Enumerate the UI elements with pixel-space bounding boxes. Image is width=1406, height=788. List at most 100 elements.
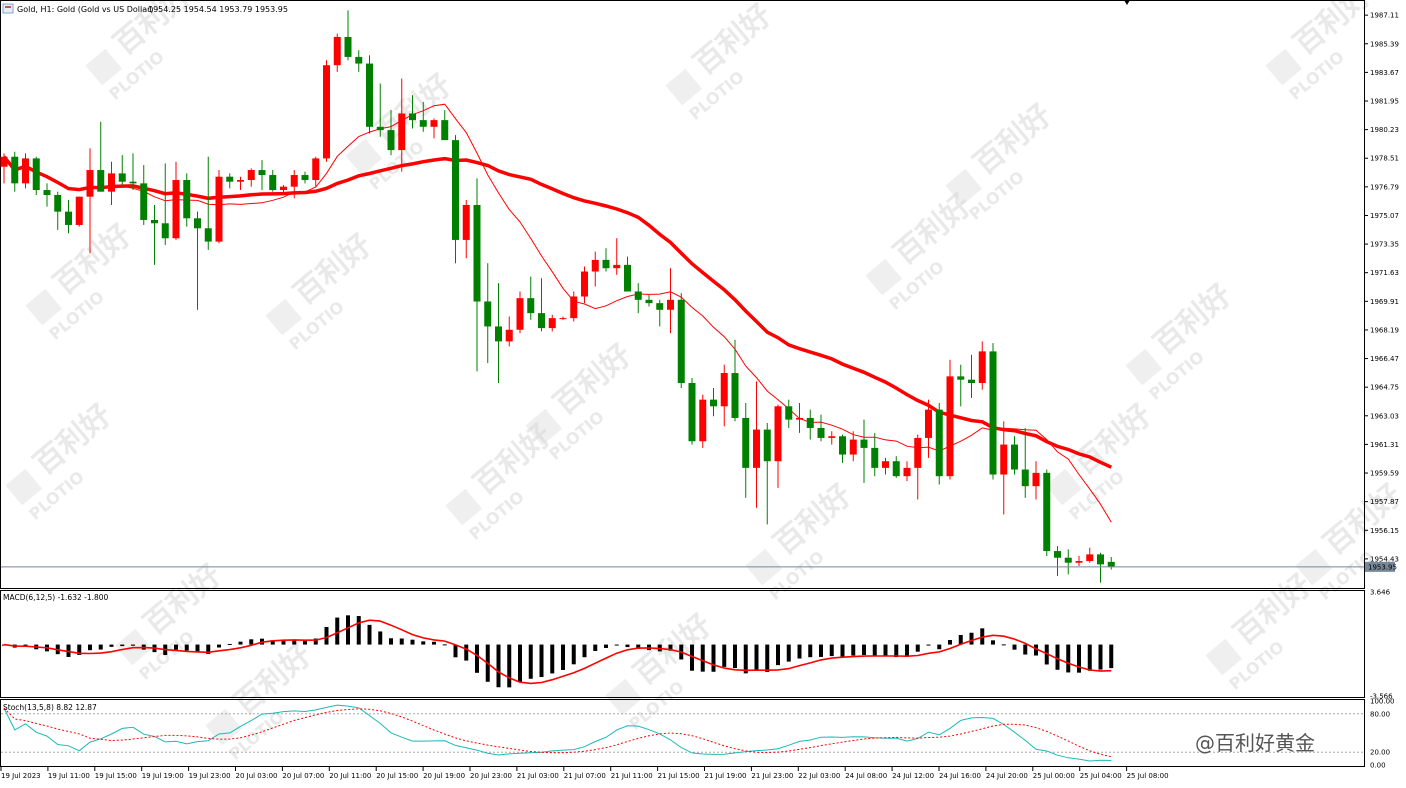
candle[interactable] [1097, 552, 1104, 583]
candle[interactable] [409, 95, 416, 129]
candle[interactable] [43, 183, 51, 207]
candle[interactable] [11, 151, 19, 192]
candle[interactable] [828, 431, 836, 445]
candle[interactable] [312, 156, 320, 187]
candle[interactable] [839, 434, 846, 463]
candle[interactable] [925, 399, 932, 458]
candle[interactable] [1086, 547, 1094, 563]
candle[interactable] [452, 135, 459, 264]
candle[interactable] [796, 402, 803, 433]
candle[interactable] [462, 199, 470, 259]
candle[interactable] [237, 176, 244, 191]
candle[interactable] [731, 339, 739, 422]
candle[interactable] [140, 165, 148, 225]
candle[interactable] [613, 238, 621, 275]
candle[interactable] [301, 171, 309, 184]
candle[interactable] [634, 283, 642, 314]
candle[interactable] [151, 204, 158, 265]
candle[interactable] [441, 110, 449, 141]
candle[interactable] [677, 293, 685, 389]
candle[interactable] [548, 314, 556, 332]
candle[interactable] [430, 118, 438, 139]
candle[interactable] [699, 394, 707, 448]
candle[interactable] [204, 156, 212, 250]
candle[interactable] [1000, 421, 1008, 515]
candle[interactable] [667, 268, 674, 334]
candle[interactable] [387, 110, 395, 156]
candle[interactable] [215, 170, 223, 244]
candle[interactable] [688, 378, 696, 445]
candle[interactable] [624, 256, 631, 292]
candle[interactable] [710, 388, 717, 417]
candle[interactable] [32, 156, 40, 196]
candle[interactable] [892, 456, 900, 478]
candle[interactable] [591, 251, 599, 287]
candle[interactable] [1011, 436, 1018, 475]
candle[interactable] [570, 291, 578, 322]
candle[interactable] [989, 343, 997, 480]
candle[interactable] [785, 399, 793, 428]
candle[interactable] [398, 78, 406, 172]
shift-marker-icon[interactable] [1124, 0, 1130, 5]
candle[interactable] [559, 316, 567, 320]
candle[interactable] [183, 173, 191, 227]
candle[interactable] [1054, 546, 1061, 577]
candle[interactable] [849, 431, 857, 462]
candle[interactable] [978, 341, 986, 390]
candle[interactable] [194, 211, 201, 310]
candle[interactable] [935, 402, 943, 485]
candle[interactable] [763, 422, 771, 525]
candle[interactable] [957, 364, 965, 407]
candle[interactable] [538, 278, 545, 332]
candle[interactable] [247, 168, 255, 187]
candle[interactable] [1064, 549, 1072, 575]
candle[interactable] [1021, 427, 1029, 498]
candle[interactable] [226, 173, 234, 189]
stoch-panel[interactable] [1, 704, 1364, 762]
candle[interactable] [0, 153, 8, 184]
candle[interactable] [1107, 557, 1115, 570]
candle[interactable] [355, 50, 363, 72]
candle[interactable] [323, 60, 330, 162]
candle[interactable] [806, 409, 814, 440]
candle[interactable] [258, 160, 266, 191]
candle[interactable] [269, 170, 277, 192]
candle[interactable] [419, 101, 427, 132]
candle[interactable] [860, 419, 868, 483]
candle[interactable] [903, 461, 911, 482]
candle[interactable] [484, 263, 492, 364]
candle[interactable] [602, 248, 610, 272]
candle[interactable] [753, 381, 760, 508]
candle[interactable] [129, 153, 137, 191]
candle[interactable] [473, 178, 481, 372]
candle[interactable] [742, 402, 750, 498]
candle[interactable] [366, 55, 373, 134]
candle[interactable] [108, 161, 115, 205]
candle[interactable] [656, 299, 664, 327]
candle[interactable] [118, 155, 126, 186]
candle[interactable] [882, 457, 889, 475]
candle[interactable] [344, 10, 352, 61]
candle[interactable] [914, 434, 922, 500]
candle[interactable] [774, 404, 782, 488]
candle[interactable] [505, 316, 513, 347]
candle[interactable] [516, 291, 524, 334]
macd-panel[interactable] [2, 615, 1114, 688]
candle[interactable] [527, 276, 535, 320]
candle[interactable] [968, 354, 975, 398]
candle[interactable] [817, 414, 825, 442]
candle[interactable] [161, 163, 169, 245]
candle[interactable] [172, 161, 180, 240]
candle[interactable] [280, 185, 287, 196]
candle[interactable] [581, 266, 588, 304]
candle[interactable] [22, 153, 29, 189]
candle[interactable] [946, 359, 954, 480]
candle[interactable] [86, 148, 94, 254]
candle[interactable] [871, 432, 879, 477]
candle[interactable] [97, 121, 105, 192]
candle[interactable] [1043, 469, 1051, 557]
price-panel[interactable] [0, 10, 1365, 583]
candle[interactable] [495, 283, 502, 384]
candle[interactable] [720, 364, 728, 427]
candle[interactable] [65, 199, 72, 234]
